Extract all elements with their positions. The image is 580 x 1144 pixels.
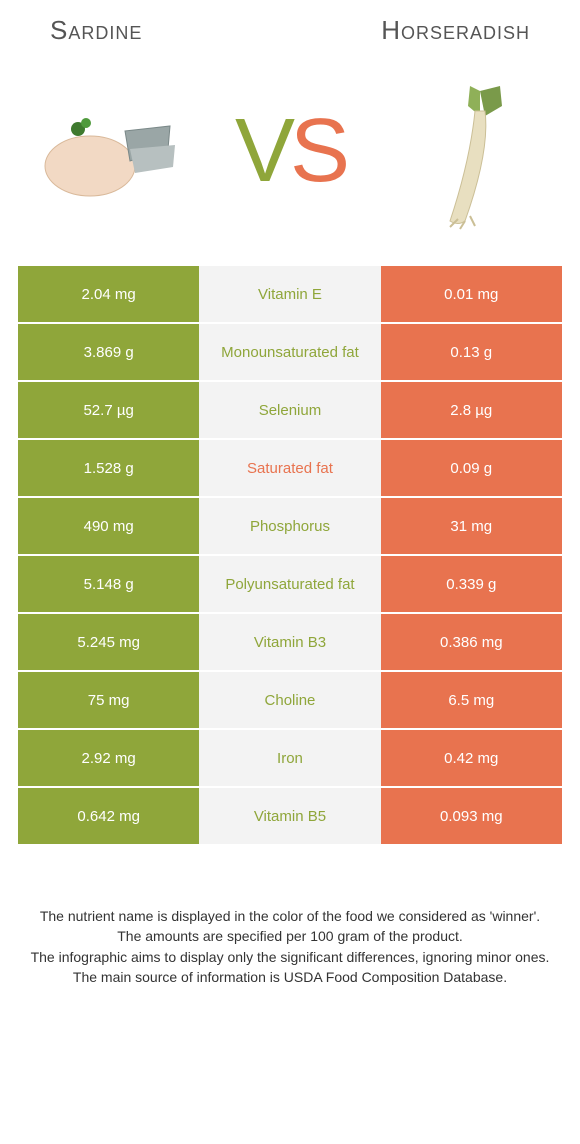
left-value-cell: 75 mg bbox=[18, 672, 199, 728]
table-row: 52.7 µgSelenium2.8 µg bbox=[18, 382, 562, 438]
hero-row: V S bbox=[0, 46, 580, 266]
table-row: 490 mgPhosphorus31 mg bbox=[18, 498, 562, 554]
nutrient-table: 2.04 mgVitamin E0.01 mg3.869 gMonounsatu… bbox=[0, 266, 580, 844]
nutrient-label-cell: Selenium bbox=[199, 382, 380, 438]
nutrient-label-cell: Vitamin B5 bbox=[199, 788, 380, 844]
left-value-cell: 2.92 mg bbox=[18, 730, 199, 786]
right-value-cell: 0.42 mg bbox=[381, 730, 562, 786]
nutrient-label-cell: Vitamin E bbox=[199, 266, 380, 322]
nutrient-label-cell: Saturated fat bbox=[199, 440, 380, 496]
left-value-cell: 52.7 µg bbox=[18, 382, 199, 438]
horseradish-image bbox=[390, 71, 550, 231]
table-row: 2.04 mgVitamin E0.01 mg bbox=[18, 266, 562, 322]
right-value-cell: 0.01 mg bbox=[381, 266, 562, 322]
right-food-title: Horseradish bbox=[381, 15, 530, 46]
vs-s: S bbox=[290, 100, 345, 203]
nutrient-label-cell: Iron bbox=[199, 730, 380, 786]
table-row: 75 mgCholine6.5 mg bbox=[18, 672, 562, 728]
table-row: 3.869 gMonounsaturated fat0.13 g bbox=[18, 324, 562, 380]
footer-line: The main source of information is USDA F… bbox=[28, 967, 552, 987]
left-value-cell: 2.04 mg bbox=[18, 266, 199, 322]
nutrient-label-cell: Choline bbox=[199, 672, 380, 728]
right-value-cell: 0.09 g bbox=[381, 440, 562, 496]
header: Sardine Horseradish bbox=[0, 0, 580, 46]
left-value-cell: 1.528 g bbox=[18, 440, 199, 496]
table-row: 2.92 mgIron0.42 mg bbox=[18, 730, 562, 786]
right-value-cell: 0.093 mg bbox=[381, 788, 562, 844]
left-value-cell: 490 mg bbox=[18, 498, 199, 554]
table-row: 0.642 mgVitamin B50.093 mg bbox=[18, 788, 562, 844]
left-food-title: Sardine bbox=[50, 15, 142, 46]
right-value-cell: 2.8 µg bbox=[381, 382, 562, 438]
sardine-image bbox=[30, 71, 190, 231]
footer-line: The infographic aims to display only the… bbox=[28, 947, 552, 967]
left-value-cell: 5.148 g bbox=[18, 556, 199, 612]
nutrient-label-cell: Vitamin B3 bbox=[199, 614, 380, 670]
left-value-cell: 3.869 g bbox=[18, 324, 199, 380]
nutrient-label-cell: Monounsaturated fat bbox=[199, 324, 380, 380]
left-value-cell: 5.245 mg bbox=[18, 614, 199, 670]
table-row: 5.245 mgVitamin B30.386 mg bbox=[18, 614, 562, 670]
footer-notes: The nutrient name is displayed in the co… bbox=[0, 846, 580, 987]
left-value-cell: 0.642 mg bbox=[18, 788, 199, 844]
table-row: 5.148 gPolyunsaturated fat0.339 g bbox=[18, 556, 562, 612]
table-row: 1.528 gSaturated fat0.09 g bbox=[18, 440, 562, 496]
right-value-cell: 0.13 g bbox=[381, 324, 562, 380]
right-value-cell: 0.386 mg bbox=[381, 614, 562, 670]
right-value-cell: 31 mg bbox=[381, 498, 562, 554]
vs-label: V S bbox=[235, 100, 345, 203]
right-value-cell: 0.339 g bbox=[381, 556, 562, 612]
footer-line: The amounts are specified per 100 gram o… bbox=[28, 926, 552, 946]
vs-v: V bbox=[235, 100, 290, 203]
nutrient-label-cell: Phosphorus bbox=[199, 498, 380, 554]
footer-line: The nutrient name is displayed in the co… bbox=[28, 906, 552, 926]
nutrient-label-cell: Polyunsaturated fat bbox=[199, 556, 380, 612]
right-value-cell: 6.5 mg bbox=[381, 672, 562, 728]
